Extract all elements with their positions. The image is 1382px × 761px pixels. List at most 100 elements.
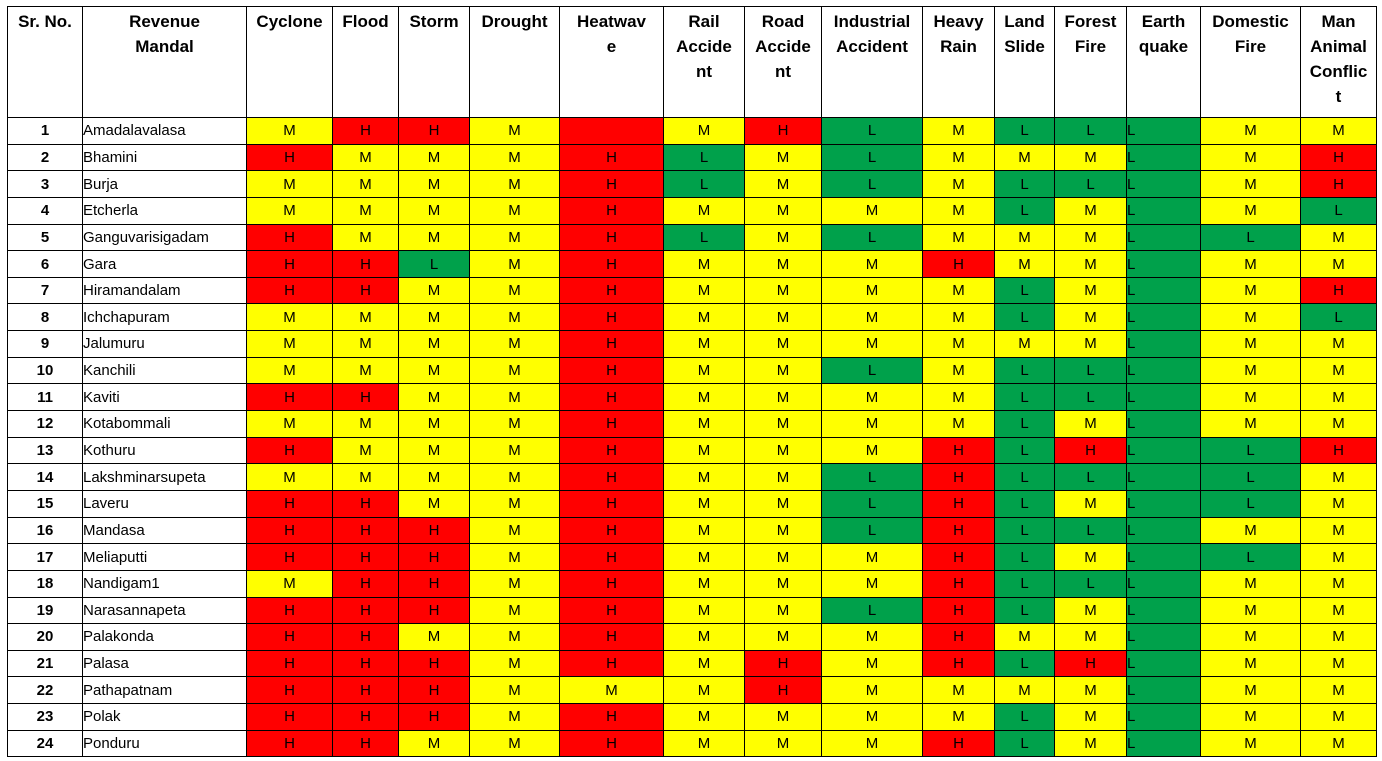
risk-level-cell: M <box>922 117 995 145</box>
risk-level-cell: M <box>332 143 399 172</box>
risk-level-cell: H <box>922 250 995 278</box>
risk-level-cell: L <box>1126 676 1201 705</box>
risk-level-cell: M <box>1300 330 1377 358</box>
serial-number-cell: 22 <box>7 676 83 705</box>
risk-level-cell: M <box>1200 623 1301 651</box>
risk-level-cell: M <box>332 330 399 358</box>
risk-level-cell: M <box>246 330 333 358</box>
risk-level-cell: M <box>246 410 333 438</box>
risk-level-cell: H <box>1300 170 1377 198</box>
risk-level-cell: M <box>469 143 560 172</box>
risk-level-cell: M <box>744 143 822 172</box>
risk-level-cell: H <box>559 569 664 598</box>
risk-level-cell: M <box>663 623 745 651</box>
risk-level-cell: M <box>821 569 923 598</box>
table-row: 20 Palakonda H H M M H M M M H M M L M M <box>7 623 1377 651</box>
risk-level-cell: M <box>332 410 399 438</box>
risk-level-cell: M <box>821 623 923 651</box>
risk-level-cell: H <box>922 649 995 678</box>
risk-level-cell: H <box>332 676 399 705</box>
risk-level-cell: M <box>1300 117 1377 145</box>
risk-level-cell: L <box>821 356 923 385</box>
risk-level-cell: L <box>1126 463 1201 491</box>
risk-level-cell: M <box>332 356 399 385</box>
risk-level-cell: L <box>663 223 745 252</box>
risk-level-cell: M <box>663 436 745 465</box>
risk-level-cell: M <box>744 463 822 491</box>
risk-level-cell: M <box>663 410 745 438</box>
risk-level-cell: M <box>744 330 822 358</box>
serial-number-cell: 4 <box>7 196 83 225</box>
risk-level-cell: M <box>469 223 560 252</box>
risk-level-cell: M <box>663 383 745 412</box>
risk-level-cell: M <box>1300 596 1377 625</box>
mandal-name-cell: Gara <box>82 250 247 278</box>
risk-level-cell: H <box>559 356 664 385</box>
risk-level-cell: L <box>1300 196 1377 225</box>
risk-level-cell: H <box>559 703 664 731</box>
risk-level-cell: M <box>663 276 745 305</box>
risk-level-cell: M <box>1200 143 1301 172</box>
serial-number-cell: 9 <box>7 330 83 358</box>
risk-level-cell: M <box>1054 703 1127 731</box>
table-header-row: Sr. No. Revenue Mandal Cyclone Flood Storm Dro… <box>7 6 1377 118</box>
risk-level-cell: H <box>559 383 664 412</box>
risk-level-cell: M <box>1054 250 1127 278</box>
risk-level-cell: M <box>744 196 822 225</box>
risk-level-cell: L <box>1126 250 1201 278</box>
risk-level-cell: M <box>398 383 470 412</box>
risk-level-cell: M <box>1300 463 1377 491</box>
mandal-name-cell: Hiramandalam <box>82 276 247 305</box>
table-row: 4 Etcherla M M M M H M M M M L M L M L <box>7 196 1377 225</box>
serial-number-cell: 14 <box>7 463 83 491</box>
risk-level-cell: M <box>922 383 995 412</box>
risk-level-cell: M <box>744 436 822 465</box>
risk-level-cell: M <box>663 543 745 571</box>
risk-level-cell: L <box>1054 117 1127 145</box>
risk-level-cell: M <box>744 276 822 305</box>
risk-level-cell: M <box>332 463 399 491</box>
risk-level-cell: L <box>1126 623 1201 651</box>
column-header: Domestic Fire <box>1200 6 1301 118</box>
risk-level-cell: L <box>1126 170 1201 198</box>
risk-level-cell: L <box>1200 223 1301 252</box>
risk-level-cell: M <box>469 436 560 465</box>
risk-level-cell: H <box>246 703 333 731</box>
risk-level-cell: M <box>663 463 745 491</box>
risk-level-cell: L <box>1054 516 1127 545</box>
mandal-name-cell: Palakonda <box>82 623 247 651</box>
risk-level-cell: L <box>1126 276 1201 305</box>
table-row: 1 Amadalavalasa M H H M M H L M L L L M M <box>7 117 1377 145</box>
risk-level-cell: H <box>332 703 399 731</box>
risk-level-cell: M <box>1200 596 1301 625</box>
risk-level-cell: M <box>398 623 470 651</box>
column-header: Road Accide nt <box>744 6 822 118</box>
risk-level-cell: M <box>1300 489 1377 518</box>
risk-level-cell: H <box>398 117 470 145</box>
risk-level-cell: H <box>922 463 995 491</box>
risk-level-cell: M <box>663 596 745 625</box>
table-row: 14 Lakshminarsupeta M M M M H M M L H L L L L M <box>7 463 1377 491</box>
risk-level-cell: M <box>398 410 470 438</box>
serial-number-cell: 13 <box>7 436 83 465</box>
risk-level-cell: M <box>1200 330 1301 358</box>
risk-level-cell: H <box>332 649 399 678</box>
risk-level-cell: L <box>994 383 1055 412</box>
risk-level-cell: L <box>1054 463 1127 491</box>
risk-level-cell: H <box>1054 436 1127 465</box>
column-header: Flood <box>332 6 399 118</box>
risk-level-cell: M <box>922 676 995 705</box>
risk-level-cell: M <box>398 223 470 252</box>
risk-level-cell: H <box>559 410 664 438</box>
risk-level-cell: M <box>922 223 995 252</box>
table-row: 10 Kanchili M M M M H M M L M L L L M M <box>7 356 1377 385</box>
table-row: 22 Pathapatnam H H H M M M H M M M M L M M <box>7 676 1377 705</box>
column-header: Drought <box>469 6 560 118</box>
risk-level-cell: M <box>744 356 822 385</box>
risk-level-cell: M <box>744 223 822 252</box>
risk-level-cell: H <box>559 436 664 465</box>
column-header: Heavy Rain <box>922 6 995 118</box>
risk-level-cell: M <box>922 410 995 438</box>
risk-level-cell: M <box>1054 196 1127 225</box>
mandal-name-cell: Lakshminarsupeta <box>82 463 247 491</box>
